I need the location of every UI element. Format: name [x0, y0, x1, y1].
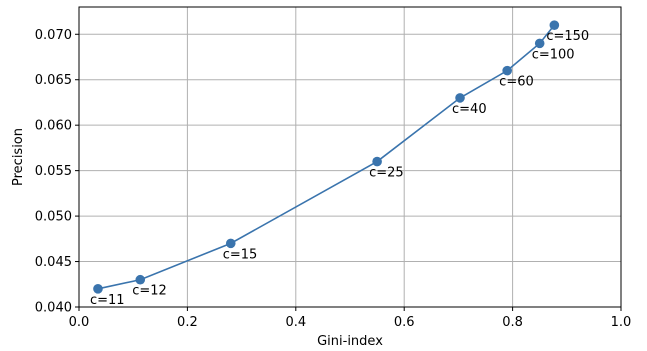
x-tick-label: 1.0	[611, 315, 632, 330]
y-tick-label: 0.070	[35, 28, 72, 43]
series-line	[97, 24, 555, 290]
data-point-label: c=15	[223, 247, 258, 262]
data-points	[93, 20, 560, 294]
x-tick-label: 0.8	[502, 315, 523, 330]
data-point	[135, 274, 146, 285]
x-tick-label: 0.0	[69, 315, 90, 330]
y-tick-label: 0.050	[35, 210, 72, 225]
data-point	[225, 238, 236, 249]
data-point-label: c=25	[369, 166, 404, 181]
y-tick-label: 0.045	[35, 255, 72, 270]
series-path	[97, 24, 555, 290]
data-point	[455, 93, 465, 103]
x-tick-label: 0.4	[285, 315, 306, 330]
x-axis-label: Gini-index	[317, 334, 383, 349]
data-point	[502, 65, 512, 76]
data-point-label: c=100	[532, 47, 575, 62]
plot-frame	[78, 6, 622, 308]
data-point-label: c=12	[132, 284, 167, 299]
data-point-label: c=150	[546, 29, 589, 44]
y-axis-label: Precision	[11, 128, 26, 186]
data-point-label: c=60	[499, 75, 534, 90]
y-tick-label: 0.065	[35, 73, 72, 88]
data-point	[93, 284, 103, 294]
x-tick-label: 0.6	[394, 315, 415, 330]
y-axis-ticks: 0.040 0.045 0.050 0.055 0.060 0.065 0.070	[35, 28, 79, 316]
y-tick-label: 0.060	[35, 119, 72, 134]
data-labels: c=11 c=12 c=15 c=25 c=40 c=60 c=100 c=150	[90, 29, 589, 308]
data-point-label: c=40	[452, 102, 487, 117]
data-point	[372, 156, 382, 167]
y-tick-label: 0.040	[35, 301, 72, 316]
data-point	[534, 38, 545, 49]
data-point	[549, 20, 560, 30]
x-axis-ticks: 0.0 0.2 0.4 0.6 0.8 1.0	[69, 307, 632, 330]
y-tick-label: 0.055	[35, 164, 72, 179]
data-point-label: c=11	[90, 293, 125, 308]
x-tick-label: 0.2	[177, 315, 198, 330]
